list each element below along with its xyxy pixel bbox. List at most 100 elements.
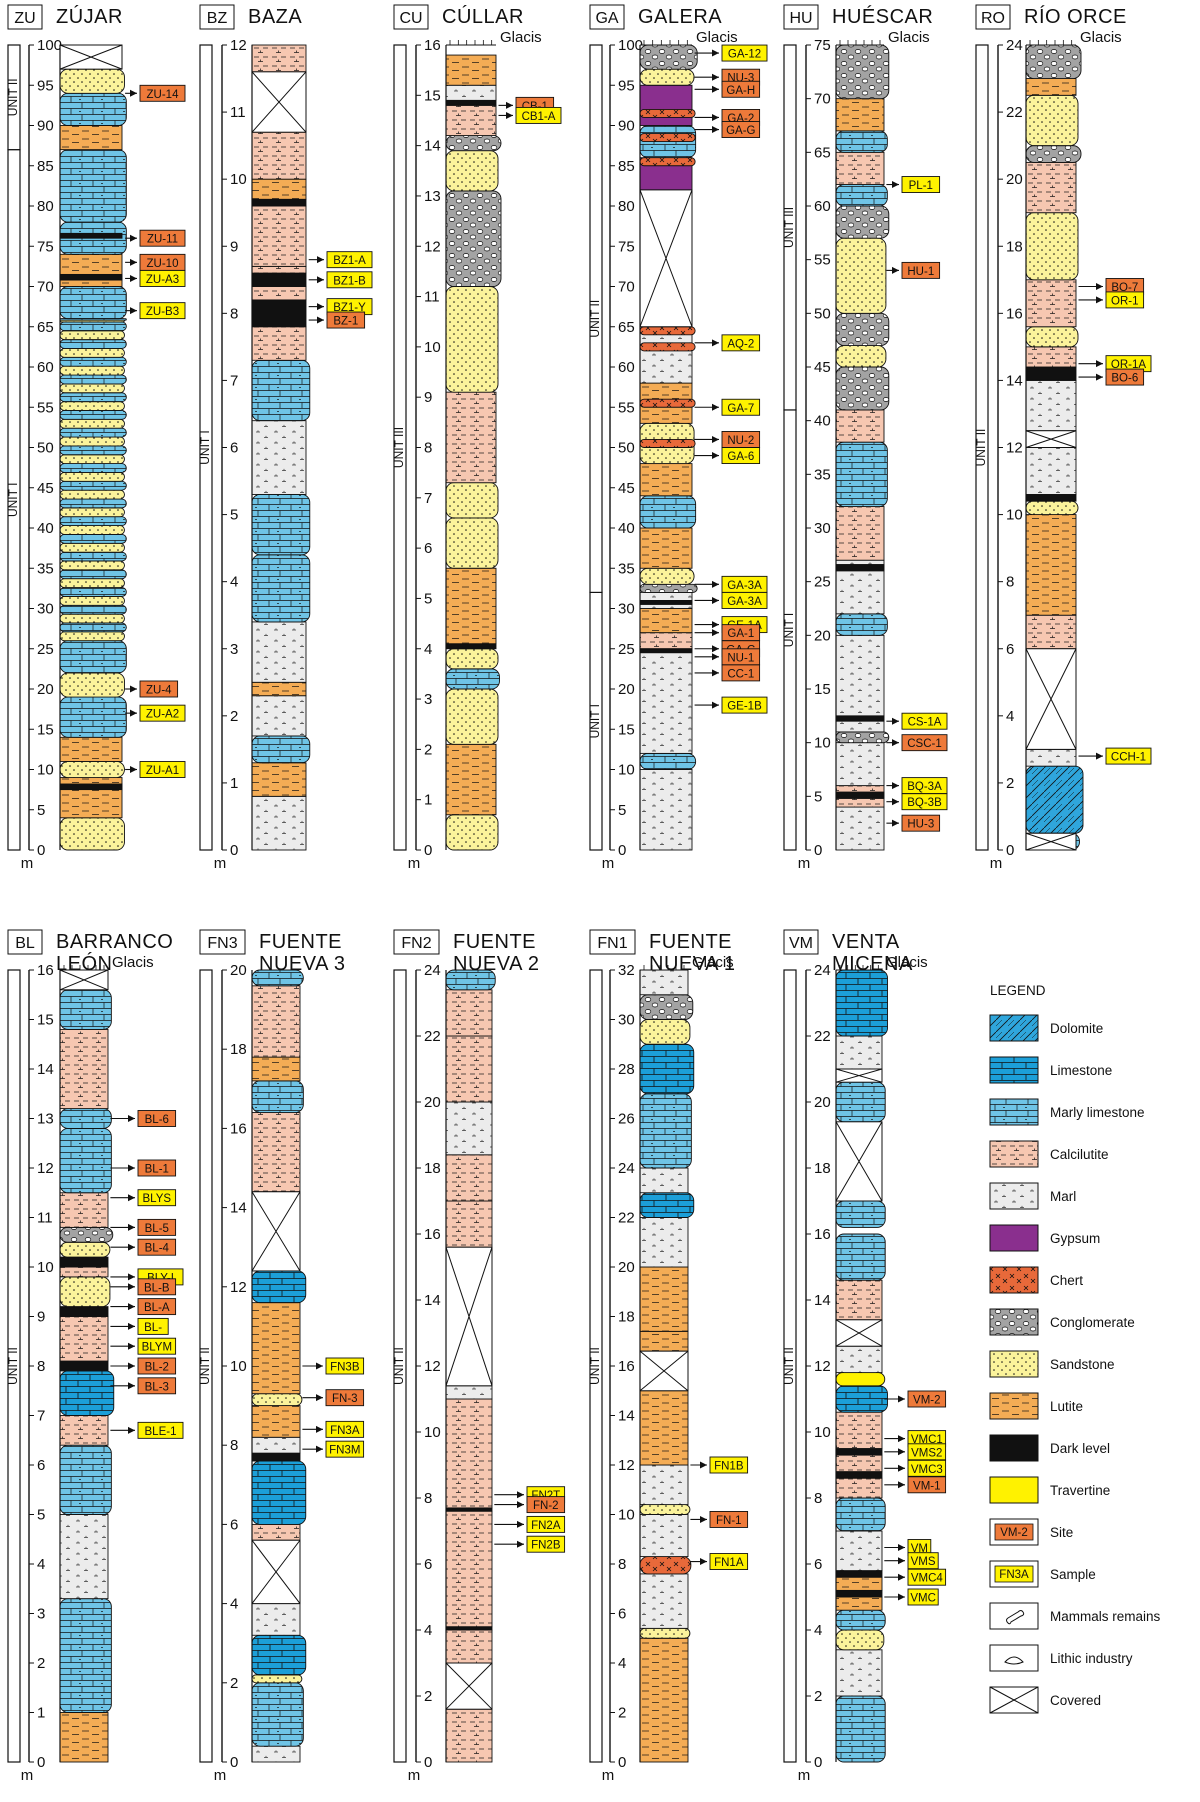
bed-marly	[59, 339, 127, 349]
sample-tag	[721, 447, 761, 464]
legend-item-label: Sandstone	[1050, 1357, 1115, 1372]
legend-item-label: Dolomite	[1050, 1021, 1103, 1036]
sample-tag	[137, 1189, 177, 1207]
tag-arrowhead	[128, 1426, 135, 1434]
bed-cong	[445, 190, 502, 287]
lithic-tool-icon	[1004, 1656, 1024, 1665]
axis-tick-label: 6	[230, 1516, 238, 1533]
tag-label: FN-3	[332, 1393, 358, 1405]
axis-tick-label: 85	[618, 158, 635, 175]
bed-calc	[59, 1266, 109, 1278]
bed-marl	[835, 1345, 883, 1374]
unit-bar	[393, 969, 407, 1763]
section-code: BZ	[207, 10, 228, 27]
unit-label: UNIT II	[588, 1347, 602, 1385]
axis-tick-label: 1	[37, 1705, 45, 1722]
axis-tick-label: 2	[618, 1705, 626, 1722]
tag-arrowhead	[700, 1461, 707, 1469]
bed-marl	[251, 1603, 301, 1636]
bed-marl	[59, 1514, 109, 1600]
bed-calc	[251, 286, 307, 301]
legend-swatch-box	[989, 1182, 1039, 1210]
axis-tick-label: 8	[230, 305, 238, 322]
bed-lut	[639, 608, 693, 634]
tag-label: BL-6	[145, 1114, 169, 1126]
tag-arrowhead	[898, 1573, 905, 1581]
tag-arrowhead	[700, 1515, 707, 1523]
axis-tick-label: 40	[618, 520, 635, 537]
section-title: BAZA	[248, 6, 302, 28]
tag-label: BZ1-B	[333, 275, 366, 287]
axis-tick-label: 0	[424, 842, 432, 859]
bed-cong	[639, 994, 694, 1020]
unit-bar	[975, 44, 989, 851]
axis-tick-label: 4	[618, 1655, 626, 1672]
bed-lime	[639, 1043, 695, 1095]
tag-label: ZU-14	[147, 89, 180, 101]
bed-sand	[59, 1276, 111, 1308]
tag-arrowhead	[1096, 283, 1103, 290]
tag-arrowhead	[898, 1557, 905, 1565]
bed-sand	[59, 672, 125, 698]
bed-marly	[59, 551, 127, 562]
bed-sand	[59, 817, 125, 851]
axis-tick-label: 60	[37, 359, 54, 376]
bed-sand	[445, 814, 499, 851]
bed-sand	[1025, 94, 1079, 147]
axis-tick-label: 85	[37, 158, 54, 175]
site-tag	[901, 261, 941, 279]
axis-tick-label: 12	[37, 1160, 54, 1177]
covered-cross	[251, 1191, 301, 1272]
sample-tag	[721, 398, 761, 416]
bed-chert	[639, 1556, 692, 1575]
tag-arrowhead	[712, 49, 719, 57]
bed-marl	[835, 1035, 883, 1070]
axis-tick-label: 8	[1006, 574, 1014, 591]
bed-marly	[59, 92, 127, 126]
axis-tick-label: 25	[618, 641, 635, 658]
tag-arrowhead	[892, 798, 899, 806]
bed-sand	[835, 345, 887, 368]
bed-marly	[639, 1093, 692, 1169]
axis-tick-label: 75	[618, 238, 635, 255]
bed-lime	[251, 1460, 307, 1525]
bed-marly	[835, 1497, 886, 1532]
tag-arrowhead	[316, 1362, 323, 1370]
bed-lime	[835, 1385, 888, 1413]
bed-dark	[1025, 366, 1077, 381]
bed-lut	[445, 54, 497, 86]
axis-tick-label: 6	[424, 1556, 432, 1573]
bed-marl	[251, 695, 307, 737]
tag-label: VMC4	[911, 1573, 944, 1585]
axis-tick-label: 10	[618, 1507, 635, 1524]
tag-arrowhead	[892, 181, 899, 189]
section-code-box	[783, 929, 819, 955]
bed-sand	[445, 517, 499, 569]
tag-arrowhead	[712, 596, 719, 604]
bed-marly	[835, 1200, 886, 1228]
bed-lut	[639, 1330, 689, 1352]
section-code-box	[7, 4, 43, 30]
tag-arrowhead	[892, 266, 899, 274]
tag-label: VMS	[911, 1556, 936, 1568]
tag-arrowhead	[128, 1362, 135, 1370]
legend-swatch-box	[989, 1350, 1039, 1378]
section-code: HU	[789, 10, 812, 27]
section-title: ZÚJAR	[56, 5, 123, 28]
bed-calc	[445, 1200, 493, 1248]
unit-label: UNIT II	[6, 78, 20, 116]
bed-calc	[251, 1112, 301, 1193]
axis-tick-label: 75	[37, 238, 54, 255]
bed-marly	[251, 969, 304, 987]
bed-marly	[59, 445, 127, 456]
bed-marl	[251, 795, 307, 851]
tag-label: FN2B	[531, 1540, 561, 1552]
tag-arrowhead	[712, 403, 719, 411]
sample-tag	[325, 1420, 365, 1438]
bed-lime	[59, 1370, 115, 1416]
sample-tag	[721, 44, 768, 62]
bed-marly	[59, 427, 127, 438]
bed-lut	[59, 736, 123, 762]
axis-tick-label: 25	[814, 574, 831, 591]
bed-marl	[835, 1649, 883, 1697]
